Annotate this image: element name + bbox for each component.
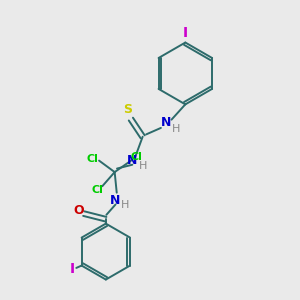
Text: N: N — [110, 194, 120, 207]
Text: O: O — [73, 204, 84, 217]
Text: H: H — [122, 200, 130, 210]
Text: N: N — [161, 116, 171, 129]
Text: S: S — [123, 103, 132, 116]
Text: Cl: Cl — [131, 152, 143, 162]
Text: N: N — [127, 154, 137, 167]
Text: I: I — [183, 26, 188, 40]
Text: H: H — [139, 160, 147, 171]
Text: I: I — [70, 262, 75, 275]
Text: H: H — [172, 124, 181, 134]
Text: Cl: Cl — [87, 154, 98, 164]
Text: Cl: Cl — [91, 185, 103, 195]
